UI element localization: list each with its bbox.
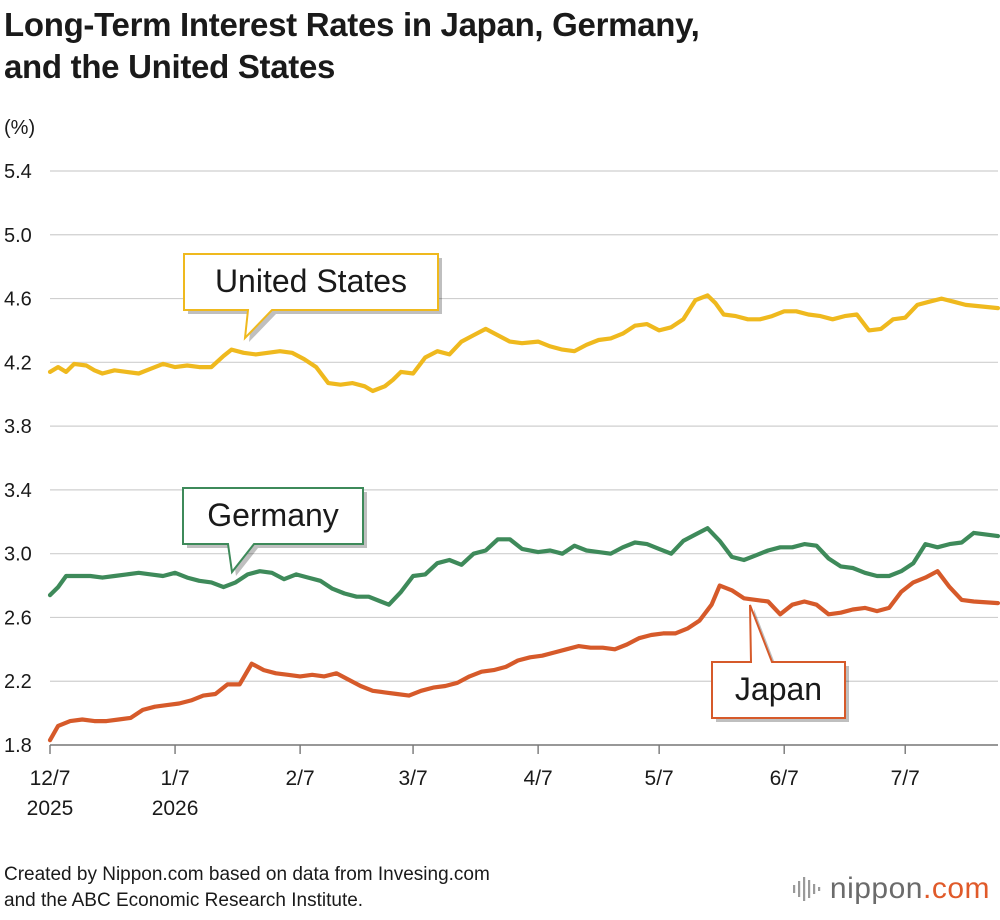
callout-box-united-states — [183, 253, 439, 341]
chart-title-line-1: Long-Term Interest Rates in Japan, Germa… — [4, 6, 700, 43]
y-tick-label: 5.0 — [4, 225, 32, 247]
y-tick-label: 2.2 — [4, 671, 32, 693]
x-tick-label: 5/7 — [645, 767, 674, 790]
callout-label-japan: Japan — [735, 671, 822, 707]
logo-suffix: .com — [922, 872, 990, 905]
x-tick-label: 1/7 — [160, 767, 189, 790]
logo-wordmark: nippon.com — [830, 872, 990, 906]
source-note-line-2: and the ABC Economic Research Institute. — [4, 890, 364, 911]
y-tick-label: 5.4 — [4, 161, 32, 183]
callout-box-japan — [711, 604, 846, 719]
source-note-line-1: Created by Nippon.com based on data from… — [4, 864, 490, 885]
x-tick-label: 7/7 — [891, 767, 920, 790]
callout-label-united-states: United States — [215, 263, 407, 299]
y-tick-label: 3.4 — [4, 480, 32, 502]
series-line-japan — [47, 569, 1000, 743]
x-tick-label: 12/7 — [30, 767, 71, 790]
sound-wave-icon — [792, 877, 821, 901]
callout-label-germany: Germany — [207, 497, 339, 533]
y-tick-label: 1.8 — [4, 735, 32, 757]
chart-title-line-2: and the United States — [4, 48, 336, 85]
y-tick-label: 4.2 — [4, 352, 32, 374]
y-tick-label: 4.6 — [4, 289, 32, 311]
y-tick-label: 3.0 — [4, 544, 32, 566]
y-tick-label: 2.6 — [4, 607, 32, 629]
x-tick-year-label: 2025 — [27, 797, 74, 820]
logo-name: nippon — [829, 872, 923, 905]
line-chart: 1.8 2.2 2.6 3.0 3.4 3.8 4.2 4.6 5.0 5.4 12/7 2025 1/… — [4, 161, 1000, 820]
nippon-logo: nippon.com — [792, 872, 990, 906]
callout-box-germany — [182, 487, 364, 575]
x-tick-label: 2/7 — [286, 767, 315, 790]
x-tick-label: 3/7 — [398, 767, 427, 790]
y-axis-unit-label: (%) — [4, 117, 36, 139]
x-tick-year-label: 2026 — [152, 797, 199, 820]
x-tick-label: 6/7 — [770, 767, 799, 790]
series-line-germany — [47, 526, 1000, 607]
source-note: Created by Nippon.com based on data from… — [4, 862, 490, 914]
x-tick-label: 4/7 — [524, 767, 553, 790]
series-line-united-states — [47, 293, 1000, 394]
chart-title: Long-Term Interest Rates in Japan, Germa… — [4, 4, 700, 88]
y-tick-label: 3.8 — [4, 416, 32, 438]
